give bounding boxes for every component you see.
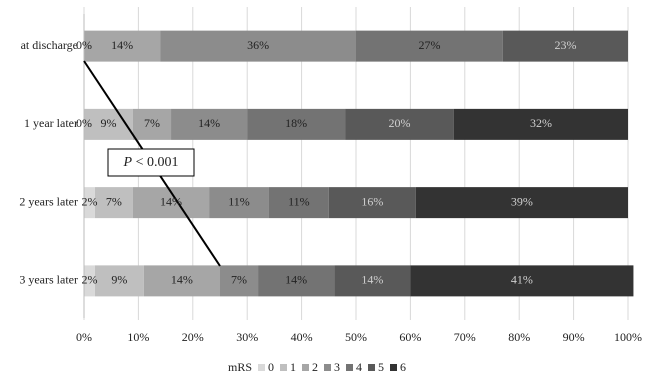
bar-segment [334, 265, 411, 297]
legend-swatch [324, 364, 331, 371]
x-tick-label: 20% [182, 330, 204, 344]
value-label: 39% [511, 194, 533, 208]
x-tick-label: 0% [76, 330, 92, 344]
bar-segment [171, 108, 248, 140]
value-label: 2% [81, 273, 97, 287]
legend-label: 5 [378, 360, 384, 374]
bar-segment [258, 265, 335, 297]
value-label: 9% [100, 116, 116, 130]
value-label: 23% [554, 38, 576, 52]
legend-label: 3 [334, 360, 340, 374]
bar-segment [415, 187, 628, 219]
annotation-text: < 0.001 [136, 155, 179, 170]
value-label: 41% [511, 273, 533, 287]
annotation: P < 0.001 [123, 155, 179, 170]
value-label: 14% [361, 273, 383, 287]
value-label: 0% [76, 38, 92, 52]
value-label: 7% [231, 273, 247, 287]
value-label: 14% [171, 273, 193, 287]
bar-segment [84, 30, 161, 62]
x-tick-label: 50% [345, 330, 367, 344]
bar-segment [345, 108, 454, 140]
value-label: 14% [111, 38, 133, 52]
bar-segment [84, 265, 95, 297]
legend-swatch [258, 364, 265, 371]
value-label: 11% [288, 194, 310, 208]
y-tick-label: 3 years later [19, 273, 78, 287]
legend-swatch [368, 364, 375, 371]
value-label: 0% [76, 116, 92, 130]
bar-segment [453, 108, 628, 140]
bar-segment [220, 265, 259, 297]
bar-segment [84, 108, 133, 140]
value-label: 32% [530, 116, 552, 130]
bar-segment [160, 30, 356, 62]
value-label: 14% [160, 194, 182, 208]
bar-segment [94, 187, 133, 219]
bars [84, 30, 634, 297]
value-label: 9% [111, 273, 127, 287]
value-label: 7% [106, 194, 122, 208]
value-label: 36% [247, 38, 269, 52]
legend-label: 1 [290, 360, 296, 374]
y-tick-label: 1 year later [24, 116, 78, 130]
bar-segment [502, 30, 628, 62]
legend-label: 6 [400, 360, 406, 374]
x-tick-label: 40% [291, 330, 313, 344]
value-label: 18% [285, 116, 307, 130]
bar-segment [410, 265, 634, 297]
legend-swatch [390, 364, 397, 371]
x-tick-label: 10% [127, 330, 149, 344]
x-tick-label: 70% [454, 330, 476, 344]
value-label: 7% [144, 116, 160, 130]
bar-segment [209, 187, 269, 219]
value-label: 27% [418, 38, 440, 52]
value-label: 20% [389, 116, 411, 130]
legend-swatch [302, 364, 309, 371]
x-tick-label: 90% [563, 330, 585, 344]
legend-label: 2 [312, 360, 318, 374]
value-label: 2% [81, 194, 97, 208]
legend-swatch [280, 364, 287, 371]
legend-label: 4 [356, 360, 362, 374]
y-tick-label: at discharge [21, 38, 78, 52]
bar-segment [247, 108, 346, 140]
bar-segment [132, 108, 172, 140]
bar-segment [328, 187, 416, 219]
legend-swatch [346, 364, 353, 371]
bar-segment [143, 265, 220, 297]
value-label: 14% [198, 116, 220, 130]
y-tick-label: 2 years later [19, 194, 78, 208]
x-tick-label: 100% [614, 330, 642, 344]
legend-label: 0 [268, 360, 274, 374]
annotation-box [107, 148, 195, 177]
annotation-italic: P [123, 155, 133, 170]
legend-title: mRS [228, 360, 252, 374]
bar-segment [94, 265, 144, 297]
bar-segment [356, 30, 503, 62]
value-label: 11% [228, 194, 250, 208]
x-tick-label: 80% [508, 330, 530, 344]
value-label: 16% [361, 194, 383, 208]
x-tick-label: 60% [399, 330, 421, 344]
x-tick-label: 30% [236, 330, 258, 344]
bar-segment [84, 187, 95, 219]
value-label: 14% [285, 273, 307, 287]
bar-segment [268, 187, 329, 219]
